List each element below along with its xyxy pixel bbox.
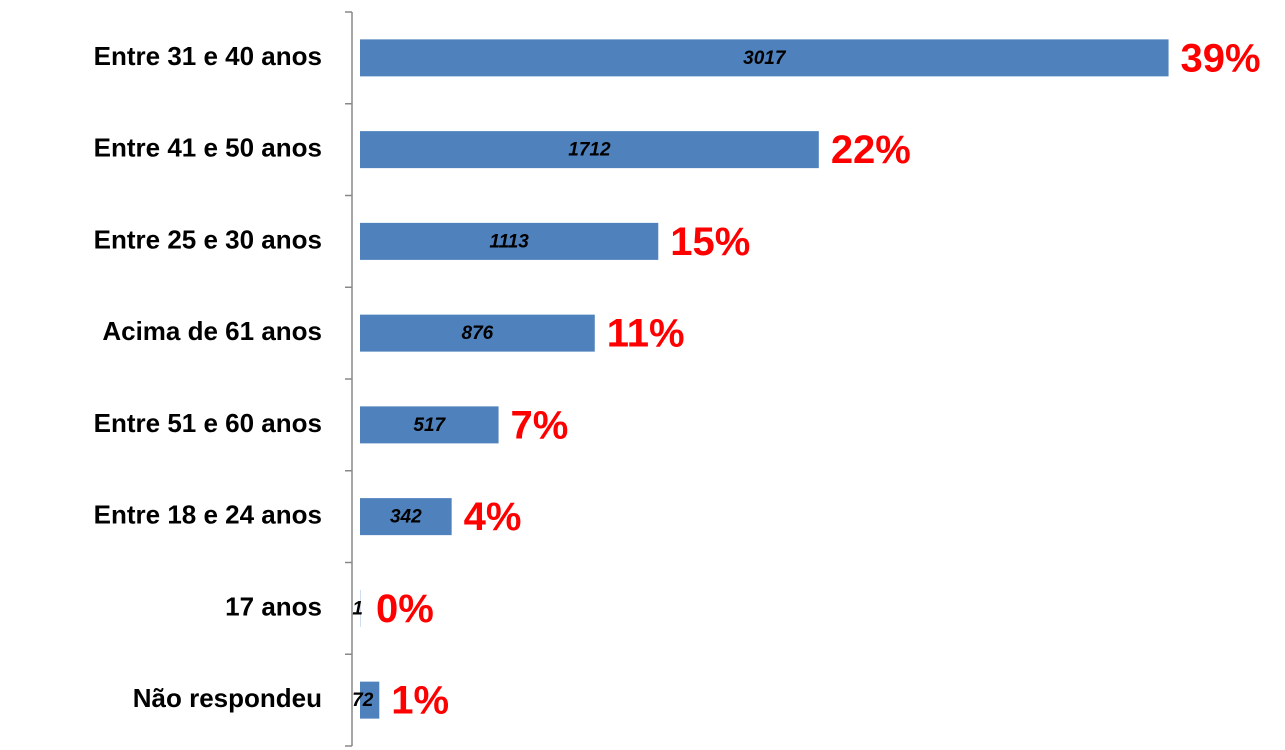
percent-label: 22% bbox=[831, 128, 911, 172]
percent-label: 15% bbox=[670, 220, 750, 264]
category-label: Não respondeu bbox=[133, 683, 322, 713]
category-label: Acima de 61 anos bbox=[102, 316, 322, 346]
count-label: 517 bbox=[413, 415, 446, 436]
count-label: 1 bbox=[352, 598, 363, 619]
category-label: Entre 31 e 40 anos bbox=[94, 41, 322, 71]
count-label: 72 bbox=[352, 690, 374, 711]
percent-label: 4% bbox=[464, 495, 522, 539]
percent-label: 7% bbox=[511, 403, 569, 447]
percent-label: 1% bbox=[391, 679, 449, 723]
count-label: 3017 bbox=[743, 48, 787, 69]
count-label: 1113 bbox=[489, 231, 529, 252]
count-label: 1712 bbox=[568, 140, 611, 161]
category-label: Entre 51 e 60 anos bbox=[94, 408, 322, 438]
category-label: Entre 25 e 30 anos bbox=[94, 224, 322, 254]
bar bbox=[360, 498, 452, 536]
bar bbox=[360, 406, 499, 444]
count-label: 876 bbox=[462, 323, 494, 344]
count-label: 342 bbox=[390, 507, 422, 528]
percent-label: 0% bbox=[376, 587, 434, 631]
bar bbox=[360, 681, 380, 719]
percent-label: 11% bbox=[607, 312, 685, 356]
bar bbox=[360, 131, 819, 169]
percent-label: 39% bbox=[1181, 36, 1261, 80]
bar bbox=[360, 314, 595, 352]
bar bbox=[360, 222, 659, 260]
category-label: 17 anos bbox=[225, 591, 322, 621]
category-label: Entre 41 e 50 anos bbox=[94, 133, 322, 163]
bar bbox=[360, 39, 1169, 77]
category-label: Entre 18 e 24 anos bbox=[94, 500, 322, 530]
